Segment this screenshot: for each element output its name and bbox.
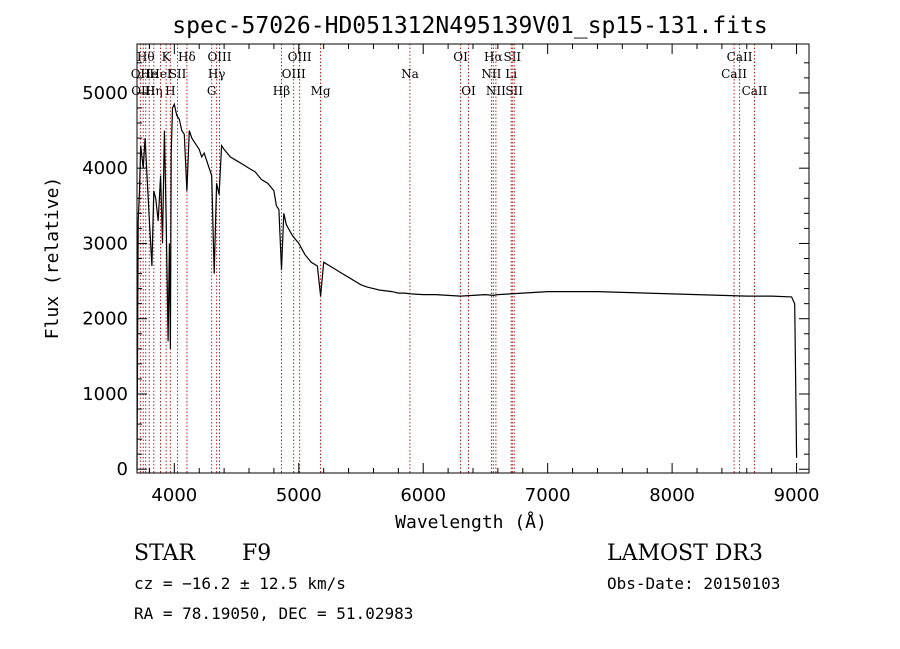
- line-marker-label: OI: [461, 84, 476, 98]
- line-marker-label: Hβ: [273, 84, 290, 98]
- y-tick-label: 4000: [82, 158, 128, 179]
- x-tick-label: 9000: [774, 485, 820, 506]
- line-marker-label: K: [162, 50, 172, 64]
- object-class-label: STAR: [134, 541, 196, 566]
- y-axis-label: Flux (relative): [42, 177, 63, 340]
- spectrum-series-line: [136, 102, 798, 470]
- x-tick-label: 8000: [649, 485, 695, 506]
- line-marker-label: SII: [503, 50, 521, 64]
- line-marker-label: CaII: [727, 50, 753, 64]
- spectral-line-markers: OIIOIIIHθHeHηHeIKHSIIHδGHγOIIIHβOIIIOIII…: [131, 44, 768, 473]
- line-marker-label: OIII: [207, 50, 231, 64]
- line-marker-label: CaII: [742, 84, 768, 98]
- plot-frame: [136, 43, 810, 474]
- y-axis: 0 1000 2000 3000 4000 5000: [82, 62, 809, 480]
- chart-title: spec-57026-HD051312N495139V01_sp15-131.f…: [172, 13, 767, 39]
- x-tick-label: 5000: [276, 485, 322, 506]
- redshift-label: cz = −16.2 ± 12.5 km/s: [134, 574, 346, 593]
- line-marker-label: HeI: [149, 67, 172, 81]
- coordinates-label: RA = 78.19050, DEC = 51.02983: [134, 604, 413, 623]
- line-marker-label: SII: [505, 84, 523, 98]
- line-marker-label: Hα: [484, 50, 503, 64]
- line-marker-label: G: [207, 84, 217, 98]
- x-tick-label: 7000: [525, 485, 571, 506]
- x-tick-label: 4000: [151, 485, 197, 506]
- y-tick-label: 0: [117, 459, 128, 480]
- line-marker-label: CaII: [721, 67, 747, 81]
- y-tick-label: 1000: [82, 384, 128, 405]
- line-marker-label: Hθ: [137, 50, 155, 64]
- x-axis-label: Wavelength (Å): [395, 511, 547, 533]
- line-marker-label: Hγ: [208, 67, 226, 81]
- x-tick-label: 6000: [400, 485, 446, 506]
- obs-date-label: Obs-Date: 20150103: [607, 574, 780, 593]
- line-marker-label: SII: [169, 67, 187, 81]
- line-marker-label: H: [165, 84, 175, 98]
- survey-label: LAMOST DR3: [607, 541, 763, 566]
- line-marker-label: Na: [401, 67, 419, 81]
- line-marker-label: OIII: [282, 67, 306, 81]
- line-marker-label: Mg: [311, 84, 331, 98]
- line-marker-label: Hη: [145, 84, 163, 98]
- subclass-label: F9: [242, 541, 271, 566]
- line-marker-label: He: [140, 67, 158, 81]
- x-axis: 4000 5000 6000 7000 8000 9000: [148, 44, 820, 506]
- line-marker-label: OI: [453, 50, 468, 64]
- line-marker-label: OII: [131, 67, 151, 81]
- line-marker-label: NII: [481, 67, 501, 81]
- line-marker-label: OIII: [288, 50, 312, 64]
- y-tick-label: 5000: [82, 83, 128, 104]
- y-tick-label: 3000: [82, 233, 128, 254]
- y-tick-label: 2000: [82, 309, 128, 330]
- line-marker-label: Hδ: [178, 50, 196, 64]
- line-marker-label: NII: [486, 84, 506, 98]
- line-marker-label: Li: [505, 67, 517, 81]
